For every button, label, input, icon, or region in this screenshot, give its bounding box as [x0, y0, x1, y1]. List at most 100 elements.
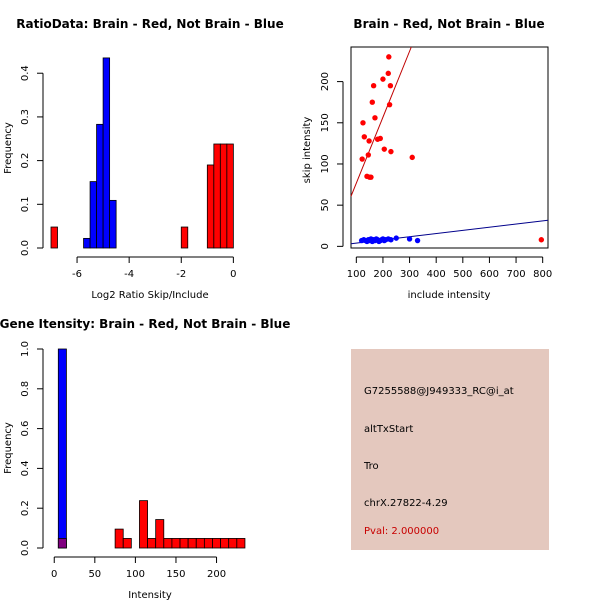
scatter-fit-lines — [350, 46, 549, 245]
ratio-histogram-ylabel: Frequency — [3, 122, 14, 174]
intensity-scatter: Brain - Red, Not Brain - Blue include in… — [302, 17, 552, 301]
brain-fit-line — [350, 46, 412, 197]
gene-histogram-bar-brain — [187, 538, 197, 549]
scatter-point-not-brain — [393, 235, 399, 241]
gene-histogram-x-tick-label: 100 — [126, 569, 145, 580]
genomic-location: chrX.27822-4.29 — [364, 498, 448, 509]
probe-id: G7255588@J949333_RC@i_at — [364, 386, 514, 397]
gene-histogram-bar-brain — [195, 538, 205, 549]
scatter-y-tick-label: 0 — [320, 243, 331, 249]
p-value: Pval: 2.000000 — [364, 526, 440, 537]
gene-histogram-bar-brain — [147, 538, 157, 549]
ratio-histogram-y-tick-label: 0.2 — [20, 153, 31, 169]
scatter-point-brain — [387, 83, 394, 89]
scatter-y-tick-label: 100 — [320, 154, 331, 173]
gene-histogram-y-tick-label: 0.8 — [20, 381, 31, 397]
ratio-histogram-bar-not-brain — [96, 123, 104, 249]
scatter-plot-box — [350, 46, 549, 249]
gene-histogram-bar-brain — [220, 538, 230, 549]
ratio-histogram-x-tick-label: 0 — [230, 269, 236, 280]
ratio-histogram: RatioData: Brain - Red, Not Brain - Blue… — [3, 17, 284, 301]
scatter-point-brain — [381, 146, 387, 152]
scatter-point-brain — [368, 174, 374, 180]
ratio-histogram-bar-not-brain — [89, 181, 97, 249]
ratio-histogram-y-tick-label: 0.1 — [20, 196, 31, 212]
gene-histogram-bar-brain — [122, 538, 132, 549]
scatter-point-brain — [372, 115, 378, 121]
scatter-axes: 100 200 300 400 500 600 700 800 0 50 100 150 200 — [320, 72, 552, 280]
scatter-point-not-brain — [414, 237, 421, 244]
gene-histogram-bars — [57, 348, 246, 549]
scatter-x-tick-label: 100 — [347, 269, 366, 280]
gene-histogram-y-tick-label: 0.6 — [20, 421, 31, 437]
scatter-title: Brain - Red, Not Brain - Blue — [353, 17, 544, 31]
scatter-point-brain — [409, 154, 415, 161]
ratio-histogram-bar-brain — [213, 143, 221, 249]
gene-histogram-axes: 0 50 100 150 200 0.0 0.2 0.4 0.6 0.8 1.0 — [20, 341, 226, 580]
ratio-histogram-bar-brain — [206, 164, 215, 249]
scatter-y-tick-label: 50 — [320, 199, 331, 212]
scatter-x-tick-label: 600 — [480, 269, 499, 280]
gene-histogram-xlabel: Intensity — [128, 590, 172, 600]
ratio-histogram-x-tick-label: -2 — [176, 269, 186, 280]
gene-histogram-bar-brain — [57, 538, 67, 549]
gene-histogram-bar-not-brain — [57, 348, 67, 549]
gene-histogram-y-tick-label: 0.4 — [20, 460, 31, 476]
scatter-point-not-brain — [406, 236, 413, 242]
gene-histogram-bar-brain — [171, 538, 181, 549]
scatter-point-brain — [370, 83, 377, 89]
gene-histogram-x-tick-label: 150 — [166, 569, 185, 580]
event-type: altTxStart — [364, 424, 414, 435]
scatter-x-tick-label: 500 — [453, 269, 472, 280]
scatter-point-brain — [538, 237, 545, 243]
scatter-point-not-brain — [388, 237, 394, 243]
scatter-point-brain — [359, 156, 365, 162]
scatter-point-brain — [361, 134, 368, 140]
gene-histogram-bar-brain — [163, 538, 173, 549]
gene-histogram-bar-brain — [114, 528, 124, 549]
ratio-histogram-axes: -6 -4 -2 0 0.0 0.1 0.2 0.3 0.4 — [20, 65, 237, 280]
scatter-point-brain — [360, 120, 366, 126]
ratio-histogram-bar-brain — [219, 143, 228, 249]
gene-histogram-title: Gene Itensity: Brain - Red, Not Brain - … — [0, 317, 290, 331]
gene-histogram-bar-brain — [203, 538, 213, 549]
scatter-x-tick-label: 200 — [373, 269, 392, 280]
gene-histogram-bar-brain — [228, 538, 238, 549]
ratio-histogram-bar-not-brain — [83, 237, 91, 249]
ratio-histogram-x-tick-label: -4 — [124, 269, 134, 280]
ratio-histogram-bar-not-brain — [109, 199, 117, 249]
scatter-point-brain — [380, 76, 386, 82]
scatter-point-brain — [388, 148, 394, 155]
scatter-x-tick-label: 300 — [400, 269, 419, 280]
probe-info-panel: G7255588@J949333_RC@i_at altTxStart Tro … — [351, 349, 549, 550]
gene-histogram-y-tick-label: 0.0 — [20, 540, 31, 556]
gene-histogram-ylabel: Frequency — [3, 422, 14, 474]
scatter-point-brain — [385, 70, 391, 77]
ratio-histogram-title: RatioData: Brain - Red, Not Brain - Blue — [16, 17, 283, 31]
scatter-point-brain — [377, 135, 383, 142]
scatter-y-tick-label: 200 — [320, 72, 331, 91]
ratio-histogram-x-tick-label: -6 — [72, 269, 82, 280]
scatter-point-brain — [366, 138, 372, 144]
gene-histogram-y-tick-label: 0.2 — [20, 500, 31, 516]
scatter-points — [358, 54, 545, 245]
scatter-x-tick-label: 400 — [427, 269, 446, 280]
ratio-histogram-y-tick-label: 0.0 — [20, 240, 31, 256]
ratio-histogram-bar-brain — [226, 143, 234, 249]
scatter-point-brain — [386, 101, 393, 108]
gene-histogram-bar-brain — [236, 538, 246, 549]
gene-histogram-bar-brain — [155, 519, 165, 549]
ratio-histogram-xlabel: Log2 Ratio Skip/Include — [91, 290, 208, 301]
gene-histogram-y-tick-label: 1.0 — [20, 341, 31, 357]
gene-histogram-x-tick-label: 200 — [207, 569, 226, 580]
scatter-point-brain — [369, 99, 375, 105]
gene-histogram-bar-brain — [139, 500, 148, 549]
scatter-xlabel: include intensity — [408, 290, 491, 301]
ratio-histogram-bar-brain — [50, 226, 58, 249]
gene-histogram-x-tick-label: 0 — [51, 569, 57, 580]
gene-histogram-bar-brain — [212, 538, 221, 549]
scatter-x-tick-label: 700 — [507, 269, 526, 280]
ratio-histogram-bar-not-brain — [102, 57, 111, 249]
ratio-histogram-y-tick-label: 0.4 — [20, 65, 31, 81]
gene-histogram-bar-brain — [179, 538, 189, 549]
